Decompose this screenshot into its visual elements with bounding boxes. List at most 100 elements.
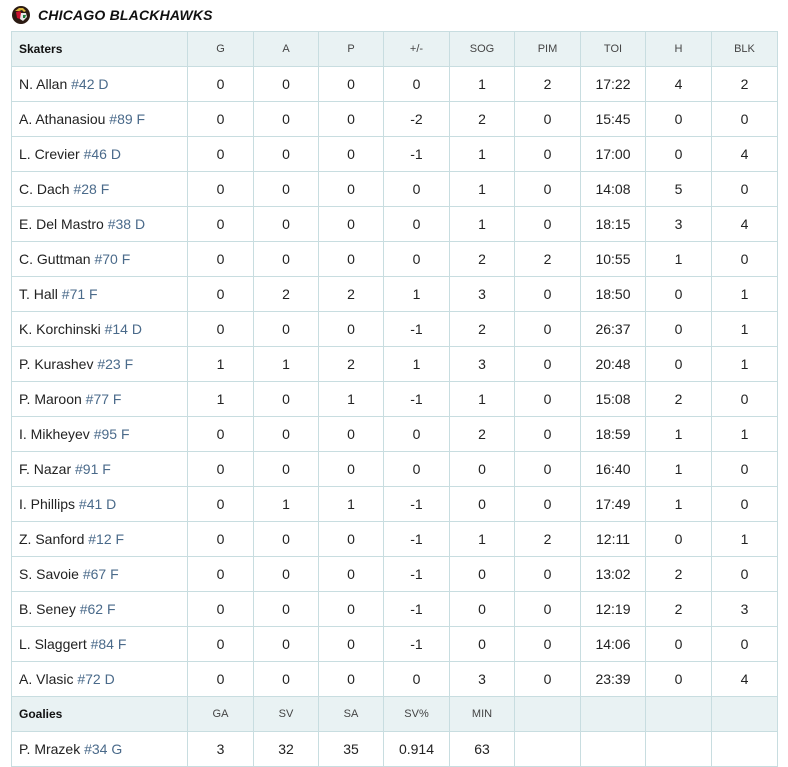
player-name-link[interactable]: K. Korchinski [19,321,101,337]
empty-header-cell [514,696,581,732]
stat-cell: 14:08 [580,171,646,207]
stat-cell: 1 [449,136,515,172]
stat-cell: 1 [253,346,319,382]
goalie-column-header-4[interactable]: MIN [449,696,515,732]
stat-cell: 2 [711,66,778,102]
player-name-link[interactable]: B. Seney [19,601,76,617]
player-name-link[interactable]: C. Guttman [19,251,91,267]
stat-cell: 15:08 [580,381,646,417]
skater-row: S. Savoie #67 F 0 0 0 -1 0 0 13:02 2 0 [11,556,778,592]
goalie-column-header-2[interactable]: SA [318,696,384,732]
skater-row: F. Nazar #91 F 0 0 0 0 0 0 16:40 1 0 [11,451,778,487]
skater-row: I. Mikheyev #95 F 0 0 0 0 2 0 18:59 1 1 [11,416,778,452]
stat-cell: -1 [383,626,450,662]
stat-cell: -1 [383,591,450,627]
stat-cell: 0 [645,626,712,662]
player-name-link[interactable]: P. Kurashev [19,356,94,372]
stat-cell: 4 [645,66,712,102]
stat-cell: 0 [514,346,581,382]
stat-cell: 0 [449,591,515,627]
stat-cell: 23:39 [580,661,646,697]
goalie-column-header-3[interactable]: SV% [383,696,450,732]
stat-cell: 0 [318,521,384,557]
stat-cell: 1 [645,486,712,522]
skaters-header-label: Skaters [11,31,188,67]
goalie-column-header-0[interactable]: GA [187,696,254,732]
stat-cell: 0 [318,66,384,102]
player-cell: I. Phillips #41 D [11,486,188,522]
player-name-link[interactable]: L. Crevier [19,146,80,162]
goalie-column-header-1[interactable]: SV [253,696,319,732]
stat-cell: 0 [253,311,319,347]
player-name-link[interactable]: I. Phillips [19,496,76,512]
player-name-link[interactable]: L. Slaggert [19,636,87,652]
stat-cell: 17:49 [580,486,646,522]
player-number-position: #77 F [85,391,122,407]
player-name-link[interactable]: A. Vlasic [19,671,74,687]
stat-cell: 0 [383,171,450,207]
stat-cell: 12:19 [580,591,646,627]
player-name-link[interactable]: N. Allan [19,76,68,92]
stat-cell: 0 [187,486,254,522]
player-number-position: #38 D [107,216,146,232]
player-cell: B. Seney #62 F [11,591,188,627]
stat-cell: -1 [383,381,450,417]
stat-cell: 0 [318,101,384,137]
player-number-position: #67 F [82,566,119,582]
column-header-4[interactable]: SOG [449,31,515,67]
stat-cell: 0 [645,136,712,172]
column-header-6[interactable]: TOI [580,31,646,67]
player-cell: N. Allan #42 D [11,66,188,102]
player-name-link[interactable]: A. Athanasiou [19,111,106,127]
stat-cell: 0 [514,451,581,487]
player-cell: F. Nazar #91 F [11,451,188,487]
stat-cell: 0 [514,661,581,697]
player-number-position: #41 D [78,496,117,512]
column-header-7[interactable]: H [645,31,712,67]
column-header-8[interactable]: BLK [711,31,778,67]
stat-cell: 1 [645,451,712,487]
player-name-link[interactable]: E. Del Mastro [19,216,104,232]
column-header-2[interactable]: P [318,31,384,67]
stat-cell: -1 [383,556,450,592]
stat-cell: 0 [187,241,254,277]
stat-cell: 1 [711,346,778,382]
stat-cell: -1 [383,311,450,347]
column-header-5[interactable]: PIM [514,31,581,67]
player-name-link[interactable]: S. Savoie [19,566,79,582]
player-name-link[interactable]: F. Nazar [19,461,72,477]
stat-cell: 0 [318,626,384,662]
player-name-link[interactable]: P. Mrazek [19,741,81,757]
stat-cell: 3 [449,276,515,312]
player-name-link[interactable]: C. Dach [19,181,70,197]
stat-cell: 0 [514,276,581,312]
skater-row: I. Phillips #41 D 0 1 1 -1 0 0 17:49 1 0 [11,486,778,522]
player-number-position: #71 F [61,286,98,302]
column-header-0[interactable]: G [187,31,254,67]
player-name-link[interactable]: P. Maroon [19,391,82,407]
stat-cell: 0 [253,66,319,102]
player-number-position: #34 G [84,741,123,757]
stat-cell: 0 [711,556,778,592]
stat-cell: 0 [383,661,450,697]
player-name-link[interactable]: T. Hall [19,286,58,302]
stat-cell: 2 [514,241,581,277]
player-name-link[interactable]: I. Mikheyev [19,426,90,442]
empty-header-cell [580,696,646,732]
stat-cell: 0 [449,451,515,487]
column-header-1[interactable]: A [253,31,319,67]
stat-cell: 0 [318,556,384,592]
boxscore-table-body: Skaters G A P +/- SOG PIM TOI H BLK N. Allan #42 D… [11,31,778,767]
stat-cell: 0 [383,206,450,242]
stat-cell: 0 [711,171,778,207]
blackhawks-logo-icon [11,5,31,25]
stat-cell: 0 [514,206,581,242]
player-name-link[interactable]: Z. Sanford [19,531,85,547]
stat-cell: 0 [318,451,384,487]
stat-cell: 2 [645,591,712,627]
stat-cell: 0 [187,591,254,627]
column-header-3[interactable]: +/- [383,31,450,67]
stat-cell: 0 [514,486,581,522]
stat-cell: 1 [645,416,712,452]
skater-row: L. Crevier #46 D 0 0 0 -1 1 0 17:00 0 4 [11,136,778,172]
